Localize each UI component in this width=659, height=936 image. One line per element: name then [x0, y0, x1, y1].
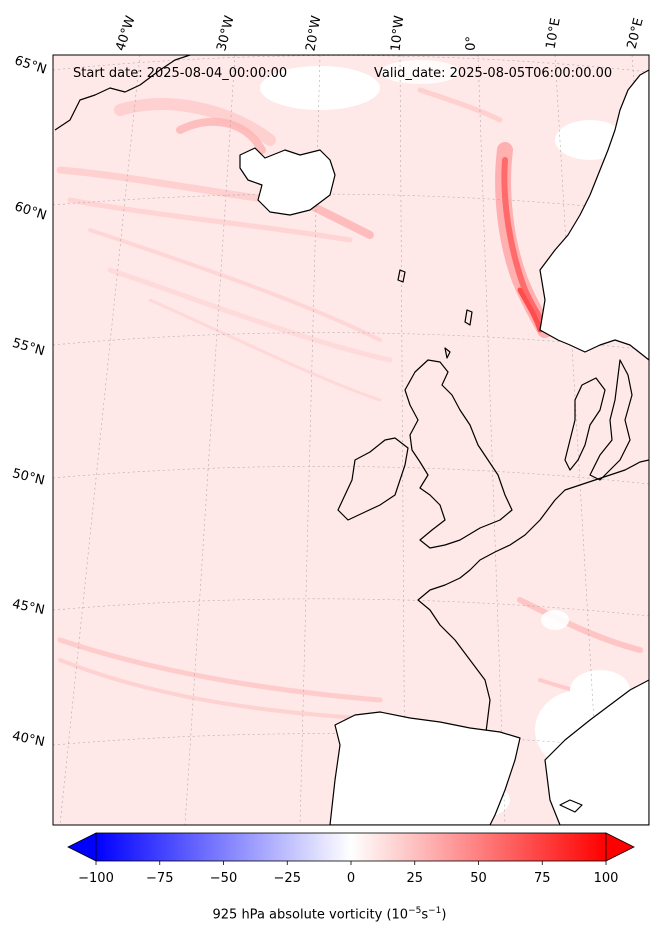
valid-date-label: Valid_date: 2025-08-05T06:00:00.00 — [374, 66, 613, 81]
colorbar — [67, 832, 635, 865]
iberia-coast — [329, 711, 521, 825]
colorbar-tick-label: −50 — [209, 871, 238, 886]
start-date-label: Start date: 2025-08-04_00:00:00 — [73, 66, 288, 81]
colorbar-tick-marks — [95, 861, 607, 865]
continental-coast — [417, 459, 649, 825]
coastlines — [54, 55, 649, 825]
colorbar-tick-label: 100 — [593, 871, 619, 886]
colorbar-bar — [95, 832, 607, 862]
colorbar-title: 925 hPa absolute vorticity (10−5s−1) — [212, 906, 447, 923]
colorbar-tick-label: −100 — [78, 871, 114, 886]
colorbar-tick-label: 50 — [470, 871, 487, 886]
colorbar-max-extension — [605, 832, 635, 862]
colorbar-tick-label: −75 — [146, 871, 174, 886]
ireland-coast — [337, 437, 409, 521]
graticule — [53, 55, 649, 825]
colorbar-tick-label: 25 — [406, 871, 424, 886]
greenland-coast — [54, 55, 191, 131]
iceland-coast — [239, 147, 336, 216]
great-britain-coast — [404, 359, 513, 549]
mediterranean-coast — [544, 679, 649, 825]
colorbar-tick-label: −25 — [273, 871, 301, 886]
map-area — [53, 55, 649, 825]
colorbar-tick-label: 0 — [346, 871, 356, 886]
lon-label-0: 0° — [463, 35, 480, 52]
sweden-coast — [589, 359, 633, 481]
map-frame — [52, 54, 650, 826]
colorbar-tick-label: 75 — [533, 871, 551, 886]
colorbar-min-extension — [67, 832, 97, 862]
norway-coast — [539, 69, 649, 361]
denmark-coast — [564, 377, 606, 471]
vorticity-maximum-norway — [495, 142, 553, 338]
